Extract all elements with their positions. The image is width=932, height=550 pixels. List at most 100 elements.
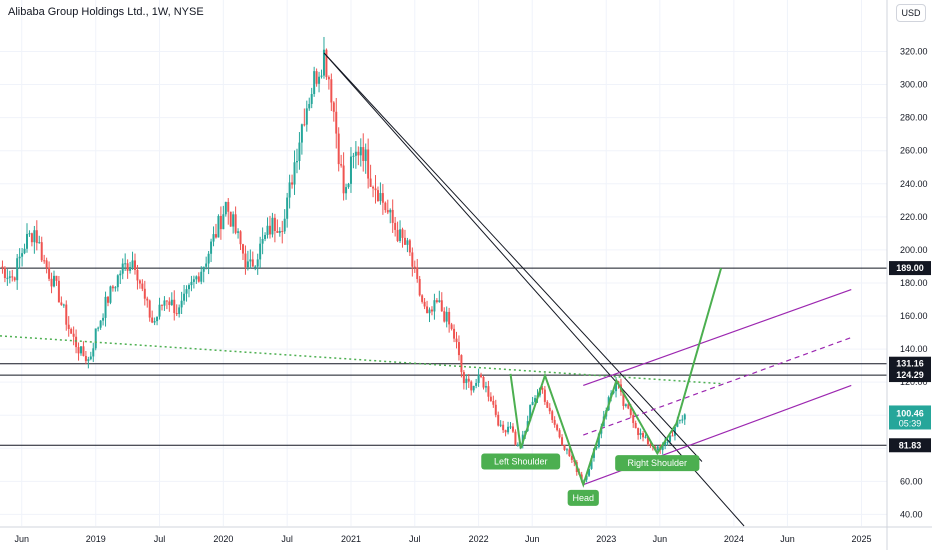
candle-body: [131, 260, 134, 268]
candle-body: [497, 414, 500, 426]
candle-body: [568, 449, 571, 457]
candle-body: [219, 215, 222, 230]
candle-body: [119, 273, 122, 276]
candle-body: [507, 426, 510, 433]
candle-body: [25, 233, 28, 249]
candle-body: [94, 328, 97, 349]
candle-body: [197, 276, 200, 282]
level-price-tag: [889, 438, 931, 453]
candle-body: [87, 359, 90, 362]
candle-body: [313, 71, 316, 95]
level-price-label: 189.00: [896, 263, 924, 273]
candle-body: [261, 239, 264, 244]
candle-body: [320, 75, 323, 77]
level-price-label: 131.16: [896, 359, 924, 369]
candle-body: [465, 378, 468, 384]
x-tick-label: 2020: [213, 534, 233, 544]
y-tick-label: 240.00: [900, 179, 928, 189]
candle-body: [62, 304, 65, 306]
y-tick-label: 60.00: [900, 476, 923, 486]
candle-body: [362, 147, 365, 161]
candle-body: [97, 327, 100, 329]
candle-body: [534, 398, 537, 402]
candle-body: [77, 347, 80, 354]
candle-body: [541, 387, 544, 390]
candle-body: [399, 229, 402, 241]
candle-body: [411, 252, 414, 267]
candle-body: [502, 424, 505, 431]
candle-body: [448, 311, 451, 325]
candle-body: [634, 423, 637, 429]
candle-body: [38, 242, 41, 244]
candle-body: [232, 214, 235, 227]
candle-body: [129, 267, 132, 271]
x-tick-label: 2022: [469, 534, 489, 544]
candle-body: [308, 103, 311, 109]
candle-body: [430, 309, 433, 312]
trendline: [323, 52, 703, 462]
candle-body: [330, 79, 333, 103]
candle-body: [249, 259, 252, 262]
annotation-bubble: [615, 455, 700, 472]
candle-body: [121, 263, 124, 274]
y-tick-label: 160.00: [900, 311, 928, 321]
candle-body: [30, 233, 33, 243]
candle-body: [273, 217, 276, 232]
candle-body: [102, 317, 105, 321]
candle-body: [649, 444, 652, 446]
candle-body: [374, 188, 377, 191]
candle-body: [33, 230, 36, 243]
candle-body: [585, 475, 588, 480]
candle-body: [116, 275, 119, 288]
x-tick-label: 2019: [86, 534, 106, 544]
candle-body: [394, 222, 397, 230]
currency-button[interactable]: USD: [896, 4, 926, 22]
candle-body: [467, 378, 470, 382]
candle-body: [472, 385, 475, 391]
candle-body: [376, 190, 379, 202]
candle-body: [561, 437, 564, 446]
y-tick-label: 180.00: [900, 278, 928, 288]
candle-body: [237, 231, 240, 233]
price-axis[interactable]: 40.0060.0080.00100.00120.00140.00160.001…: [886, 0, 931, 550]
candle-body: [60, 302, 63, 305]
candle-body: [160, 304, 163, 306]
chart-grid: [0, 0, 887, 526]
candle-body: [200, 271, 203, 282]
candle-body: [556, 424, 559, 431]
y-tick-label: 320.00: [900, 46, 928, 56]
candle-body: [234, 214, 237, 233]
candle-body: [325, 49, 328, 78]
candle-body: [372, 186, 375, 189]
candle-body: [357, 151, 360, 156]
candle-body: [406, 240, 409, 245]
candle-body: [271, 217, 274, 235]
candle-body: [639, 432, 642, 436]
candle-body: [470, 381, 473, 391]
candle-body: [403, 237, 406, 245]
candle-body: [359, 147, 362, 156]
candle-body: [310, 94, 313, 104]
candle-body: [79, 346, 82, 354]
candle-body: [529, 405, 532, 422]
candle-body: [426, 306, 429, 314]
candle-body: [646, 436, 649, 445]
candle-body: [421, 295, 424, 302]
candle-body: [281, 230, 284, 232]
candle-body: [487, 386, 490, 397]
candle-body: [352, 155, 355, 157]
y-tick-label: 40.00: [900, 509, 923, 519]
candle-body: [276, 231, 279, 233]
candle-body: [158, 304, 161, 317]
candle-body: [293, 162, 296, 185]
candle-body: [300, 124, 303, 143]
time-axis[interactable]: Jun 2019 Jul 2020 Jul 2021 Jul 2022 Jun 2023 Jun 20…: [0, 526, 932, 544]
candle-body: [227, 201, 230, 212]
candle-body: [408, 240, 411, 253]
candle-body: [492, 401, 495, 405]
candle-body: [124, 263, 127, 265]
candle-body: [678, 419, 681, 421]
candle-body: [632, 415, 635, 424]
candle-body: [457, 342, 460, 356]
